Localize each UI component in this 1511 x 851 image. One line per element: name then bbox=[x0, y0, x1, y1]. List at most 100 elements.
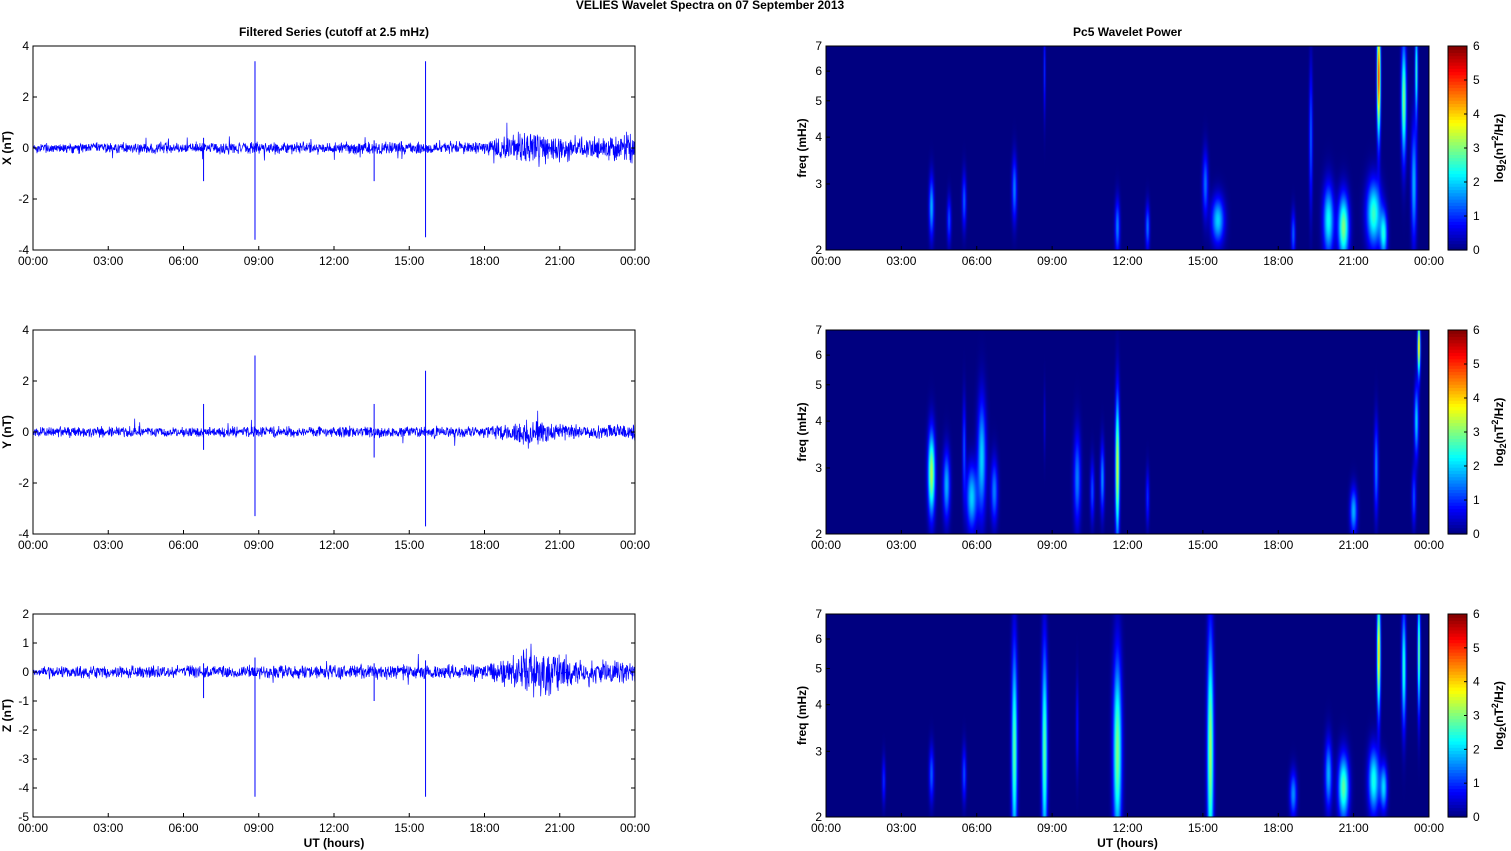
heatmap-x-colorbar-step bbox=[1448, 93, 1467, 98]
line-z-xtick-label: 03:00 bbox=[93, 821, 123, 835]
heatmap-y-colorbar-step bbox=[1448, 467, 1467, 471]
heatmap-z-colorbar-tick-label: 0 bbox=[1473, 810, 1480, 824]
heatmap-y-colorbar-step bbox=[1448, 361, 1467, 366]
heatmap-x-xtick-label: 21:00 bbox=[1339, 254, 1369, 268]
heatmap-y-colorbar-tick-label: 1 bbox=[1473, 493, 1480, 507]
heatmap-z-colorbar-step bbox=[1448, 718, 1467, 723]
heatmap-y-colorbar-step bbox=[1448, 476, 1467, 481]
line-y-xtick-label: 03:00 bbox=[93, 538, 123, 552]
heatmap-x-colorbar-step bbox=[1448, 77, 1467, 82]
line-x-xtick-label: 06:00 bbox=[168, 254, 198, 268]
heatmap-y-colorbar-step bbox=[1448, 454, 1467, 459]
heatmap-x-colorbar-step bbox=[1448, 192, 1467, 197]
heatmap-y-colorbar-step bbox=[1448, 342, 1467, 347]
line-x-ytick-label: -4 bbox=[18, 243, 29, 257]
heatmap-x-colorbar-step bbox=[1448, 240, 1467, 245]
heatmap-z-colorbar-step bbox=[1448, 766, 1467, 771]
heatmap-z-colorbar-step bbox=[1448, 715, 1467, 720]
heatmap-z-colorbar-step bbox=[1448, 702, 1467, 707]
heatmap-z-colorbar-step bbox=[1448, 785, 1467, 790]
heatmap-z-colorbar-step bbox=[1448, 639, 1467, 644]
line-y-xtick-label: 06:00 bbox=[168, 538, 198, 552]
heatmap-x-ytick-label: 5 bbox=[815, 94, 822, 108]
heatmap-y-colorbar-step bbox=[1448, 393, 1467, 398]
heatmap-z-colorbar-step bbox=[1448, 775, 1467, 780]
heatmap-x-colorbar-step bbox=[1448, 230, 1467, 235]
heatmap-x-colorbar-tick-label: 1 bbox=[1473, 209, 1480, 223]
heatmap-x-colorbar-step bbox=[1448, 65, 1467, 69]
heatmap-z-colorbar-step bbox=[1448, 772, 1467, 777]
heatmap-z-colorbar-step bbox=[1448, 645, 1467, 650]
heatmap-x-xtick-label: 00:00 bbox=[811, 254, 841, 268]
line-z-xtick-label: 06:00 bbox=[168, 821, 198, 835]
heatmap-y-colorbar-step bbox=[1448, 403, 1467, 408]
heatmap-x-colorbar-step bbox=[1448, 87, 1467, 92]
heatmap-z-colorbar-step bbox=[1448, 813, 1467, 818]
line-y-chart: -4 -2 0 2 4 00:00 03:00 06:00 09:00 12:00 15:00 18:… bbox=[0, 323, 650, 552]
heatmap-x-ytick-label: 2 bbox=[815, 243, 822, 257]
line-y-ytick-label: -4 bbox=[18, 527, 29, 541]
heatmap-y-colorbar-step bbox=[1448, 432, 1467, 436]
line-z-ytick-label: -1 bbox=[18, 694, 29, 708]
heatmap-x-ytick-label: 4 bbox=[815, 130, 822, 144]
heatmap-z-xtick-label: 12:00 bbox=[1112, 821, 1142, 835]
heatmap-y-colorbar-step bbox=[1448, 400, 1467, 404]
line-x-xtick-label: 15:00 bbox=[394, 254, 424, 268]
line-y-ytick-label: 4 bbox=[22, 323, 29, 337]
heatmap-x-ytick-label: 7 bbox=[815, 39, 822, 53]
heatmap-x-ytick-label: 6 bbox=[815, 64, 822, 78]
line-z-xtick-label: 00:00 bbox=[18, 821, 48, 835]
heatmap-z-xtick-label: 15:00 bbox=[1188, 821, 1218, 835]
heatmap-y-xtick-label: 03:00 bbox=[886, 538, 916, 552]
line-x-xtick-label: 21:00 bbox=[545, 254, 575, 268]
heatmap-x-colorbar-step bbox=[1448, 109, 1467, 114]
heatmap-z-xtick-label: 00:00 bbox=[811, 821, 841, 835]
heatmap-y-colorbar-step bbox=[1448, 355, 1467, 360]
heatmap-y-colorbar-step bbox=[1448, 384, 1467, 388]
heatmap-z-colorbar-step bbox=[1448, 797, 1467, 802]
heatmap-z-colorbar-step bbox=[1448, 804, 1467, 809]
line-z-ytick-label: 0 bbox=[22, 665, 29, 679]
heatmap-x-xtick-label: 06:00 bbox=[962, 254, 992, 268]
line-x-series bbox=[32, 122, 636, 167]
heatmap-y-colorbar-step bbox=[1448, 444, 1467, 449]
heatmap-y-colorbar-step bbox=[1448, 374, 1467, 379]
heatmap-x-colorbar-step bbox=[1448, 138, 1467, 143]
heatmap-z-colorbar-step bbox=[1448, 728, 1467, 732]
heatmap-y-colorbar-step bbox=[1448, 377, 1467, 382]
line-x-xtick-label: 00:00 bbox=[620, 254, 650, 268]
heatmap-z-colorbar-step bbox=[1448, 661, 1467, 666]
heatmap-x-chart: 2 3 4 5 6 7 00:00 03:00 06:00 09:00 12:00 15:00 18:0… bbox=[795, 25, 1508, 268]
heatmap-y-colorbar-step bbox=[1448, 483, 1467, 487]
heatmap-y-colorbar-step bbox=[1448, 486, 1467, 490]
heatmap-z-xtick-label: 03:00 bbox=[886, 821, 916, 835]
heatmap-z-colorbar-step bbox=[1448, 680, 1467, 685]
heatmap-z-colorbar-step bbox=[1448, 737, 1467, 742]
heatmap-x-colorbar-step bbox=[1448, 74, 1467, 79]
heatmap-x-title: Pc5 Wavelet Power bbox=[1073, 25, 1182, 39]
heatmap-z-colorbar-step bbox=[1448, 620, 1467, 625]
heatmap-z-colorbar-tick-label: 5 bbox=[1473, 641, 1480, 655]
heatmap-y-colorbar-step bbox=[1448, 518, 1467, 522]
line-z-ytick-label: -4 bbox=[18, 781, 29, 795]
line-z-plot-area bbox=[33, 614, 635, 817]
heatmap-y-colorbar-tick-label: 5 bbox=[1473, 357, 1480, 371]
heatmap-y-colorbar-step bbox=[1448, 527, 1467, 532]
heatmap-z-colorbar-step bbox=[1448, 750, 1467, 755]
heatmap-x-colorbar-step bbox=[1448, 154, 1467, 159]
heatmap-x-colorbar-step bbox=[1448, 112, 1467, 117]
heatmap-z-colorbar-step bbox=[1448, 693, 1467, 698]
line-y-ytick-label: 2 bbox=[22, 374, 29, 388]
heatmap-z-xtick-label: 18:00 bbox=[1263, 821, 1293, 835]
heatmap-x-colorbar-step bbox=[1448, 170, 1467, 175]
heatmap-x-colorbar-step bbox=[1448, 195, 1467, 200]
line-x-title: Filtered Series (cutoff at 2.5 mHz) bbox=[239, 25, 429, 39]
heatmap-z-colorbar-step bbox=[1448, 623, 1467, 628]
heatmap-y-colorbar-step bbox=[1448, 438, 1467, 443]
heatmap-x-colorbar-step bbox=[1448, 167, 1467, 171]
heatmap-z-colorbar-step bbox=[1448, 655, 1467, 659]
heatmap-y-ytick-label: 7 bbox=[815, 323, 822, 337]
heatmap-y-colorbar-tick-label: 4 bbox=[1473, 391, 1480, 405]
heatmap-y-colorbar-step bbox=[1448, 365, 1467, 369]
heatmap-z-colorbar-step bbox=[1448, 683, 1467, 688]
